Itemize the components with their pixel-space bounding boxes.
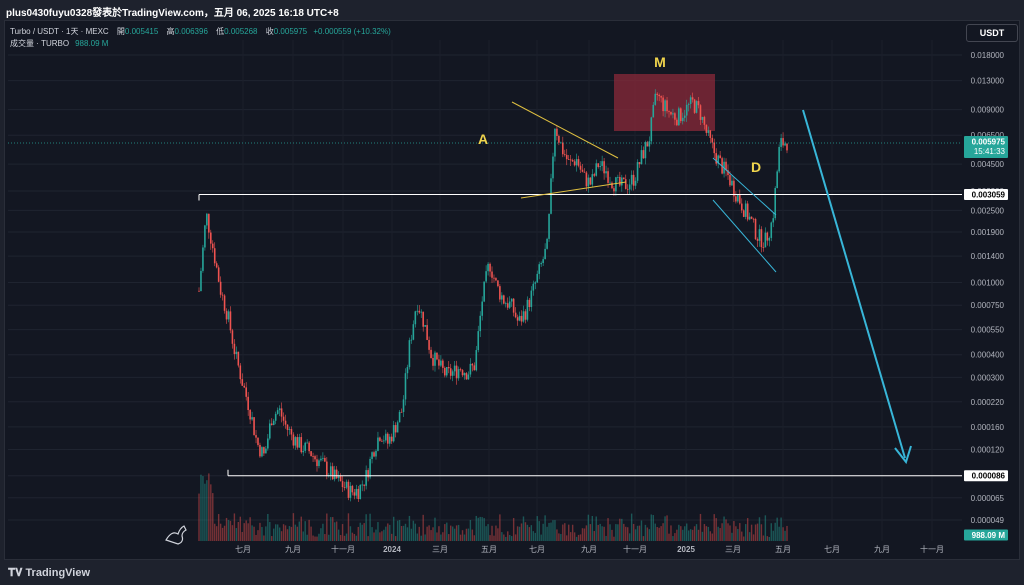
footer-bar: 𝐓𝐕 TradingView	[0, 562, 1024, 585]
currency-button[interactable]: USDT	[966, 24, 1018, 42]
open-value: 0.005415	[124, 27, 159, 36]
symbol-name[interactable]: Turbo / USDT · 1天 · MEXC	[10, 27, 109, 36]
volume-value: 988.09 M	[75, 39, 109, 48]
volume-legend: 成交量 · TURBO 988.09 M	[10, 38, 108, 49]
tv-logo-icon: 𝐓𝐕	[8, 567, 26, 579]
high-value: 0.006396	[174, 27, 208, 36]
symbol-legend: Turbo / USDT · 1天 · MEXC 開0.005415 高0.00…	[10, 26, 391, 37]
close-label: 收	[265, 27, 274, 36]
high-label: 高	[166, 27, 175, 36]
low-label: 低	[216, 27, 225, 36]
chart-panel[interactable]	[4, 20, 1020, 560]
open-label: 開	[116, 27, 125, 36]
low-value: 0.005268	[224, 27, 258, 36]
close-value: 0.005975	[273, 27, 308, 36]
volume-label[interactable]: 成交量 · TURBO	[10, 39, 70, 48]
tradingview-logo[interactable]: 𝐓𝐕 TradingView	[8, 567, 90, 580]
change-value: +0.000559 (+10.32%)	[313, 27, 391, 36]
brand-name: TradingView	[25, 567, 91, 579]
publish-info: plus0430fuyu0328發表於TradingView.com，五月 06…	[6, 8, 339, 19]
publish-header: plus0430fuyu0328發表於TradingView.com，五月 06…	[0, 0, 1024, 20]
